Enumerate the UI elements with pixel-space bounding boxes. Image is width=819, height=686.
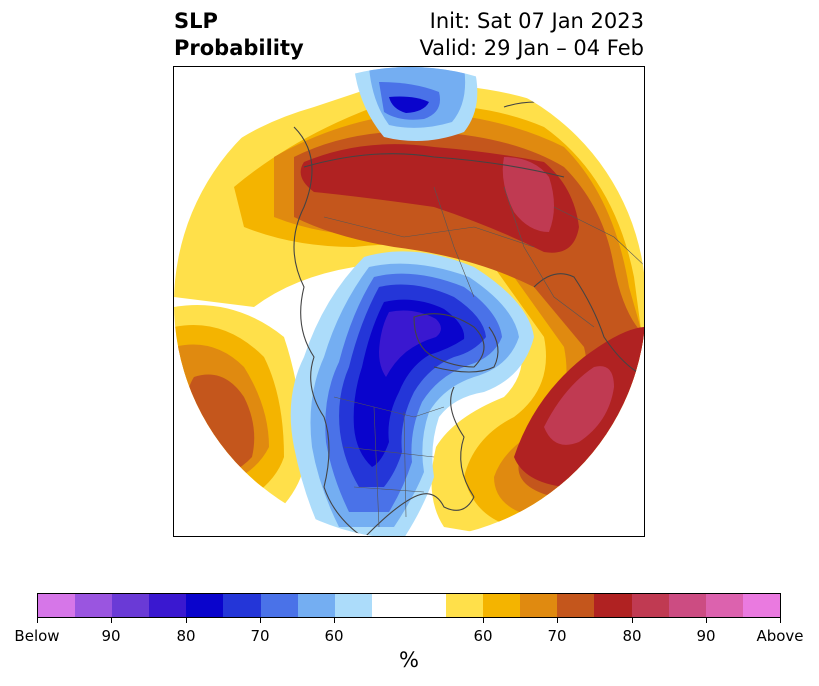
below-85 bbox=[379, 310, 441, 377]
probability-map bbox=[174, 67, 644, 536]
colorbar-segment bbox=[705, 594, 743, 617]
colorbar-segment bbox=[742, 594, 780, 617]
valid-range: Valid: 29 Jan – 04 Feb bbox=[419, 36, 644, 60]
tick-label-below-90: 90 bbox=[101, 627, 121, 645]
colorbar-segment bbox=[186, 594, 224, 617]
colorbar-segment bbox=[75, 594, 113, 617]
title-line-probability: Probability bbox=[174, 36, 304, 60]
tick-label-below: Below bbox=[14, 627, 60, 645]
colorbar-segment bbox=[149, 594, 187, 617]
tick-mark bbox=[780, 618, 781, 623]
tick-mark bbox=[483, 618, 484, 623]
init-date: Init: Sat 07 Jan 2023 bbox=[429, 9, 644, 33]
tick-mark bbox=[632, 618, 633, 623]
above-85-siberia bbox=[502, 157, 554, 232]
colorbar bbox=[37, 593, 781, 618]
tick-mark bbox=[37, 618, 38, 623]
tick-mark bbox=[186, 618, 187, 623]
colorbar-segment bbox=[631, 594, 669, 617]
tick-mark bbox=[111, 618, 112, 623]
tick-mark bbox=[334, 618, 335, 623]
tick-mark bbox=[260, 618, 261, 623]
colorbar-segment bbox=[297, 594, 335, 617]
colorbar-segment bbox=[594, 594, 632, 617]
tick-label-below-80: 80 bbox=[176, 627, 196, 645]
colorbar-segment bbox=[520, 594, 558, 617]
colorbar-segment bbox=[112, 594, 150, 617]
title-line-slp: SLP bbox=[174, 9, 218, 33]
chart-dates: Init: Sat 07 Jan 2023 Valid: 29 Jan – 04… bbox=[419, 8, 644, 62]
tick-label-below-70: 70 bbox=[250, 627, 270, 645]
colorbar-segment bbox=[223, 594, 261, 617]
colorbar-segment bbox=[334, 594, 372, 617]
tick-mark bbox=[706, 618, 707, 623]
above-85-atlantic bbox=[544, 366, 614, 445]
tick-mark bbox=[557, 618, 558, 623]
borders bbox=[323, 186, 644, 528]
below-80-north bbox=[389, 96, 429, 113]
tick-label-above-60: 60 bbox=[473, 627, 493, 645]
map-panel bbox=[173, 66, 645, 537]
tick-label-above: Above bbox=[756, 627, 804, 645]
colorbar-segment bbox=[557, 594, 595, 617]
tick-label-below-60: 60 bbox=[324, 627, 344, 645]
colorbar-unit: % bbox=[399, 648, 419, 672]
colorbar-segment bbox=[446, 594, 484, 617]
chart-title: SLP Probability bbox=[174, 8, 304, 62]
colorbar-segment bbox=[483, 594, 521, 617]
tick-label-above-70: 70 bbox=[547, 627, 567, 645]
tick-label-above-90: 90 bbox=[696, 627, 716, 645]
colorbar-segment bbox=[38, 594, 76, 617]
colorbar-segment bbox=[668, 594, 706, 617]
colorbar-segment bbox=[371, 594, 447, 617]
tick-label-above-80: 80 bbox=[622, 627, 642, 645]
colorbar-segment bbox=[260, 594, 298, 617]
